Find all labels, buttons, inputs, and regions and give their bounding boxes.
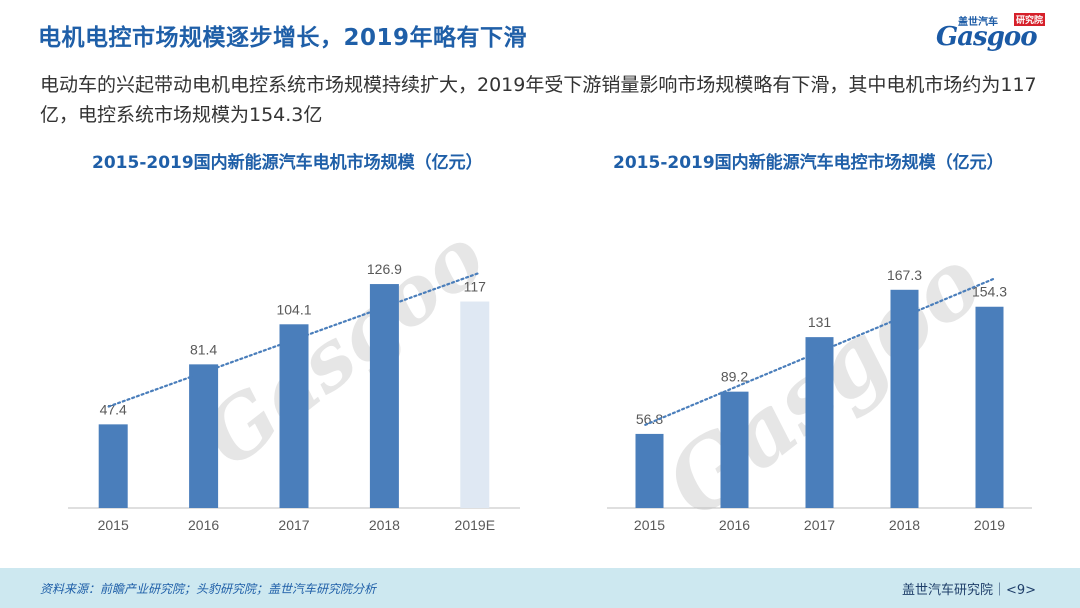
data-label-2016: 81.4	[190, 341, 217, 357]
bar-2016	[720, 391, 749, 508]
logo-cn-text: 盖世汽车	[958, 17, 998, 28]
bar-2015	[635, 433, 664, 508]
logo-brand: Gasgoo	[936, 22, 1038, 52]
data-label-2015: 47.4	[100, 401, 127, 417]
footer-bar: 资料来源：前瞻产业研究院；头豹研究院；盖世汽车研究院分析 盖世汽车研究院｜<9>	[0, 568, 1080, 608]
trendline	[107, 271, 481, 408]
bar-2018	[890, 289, 919, 508]
data-label-2017: 104.1	[276, 301, 311, 317]
x-tick-label-2017: 2017	[278, 517, 309, 533]
logo-tag: 研究院	[1014, 13, 1046, 26]
controller-chart-title: 2015-2019国内新能源汽车电控市场规模（亿元）	[613, 153, 1004, 173]
data-label-2018: 126.9	[367, 261, 402, 277]
trendline	[644, 277, 995, 426]
bar-2019E	[460, 301, 490, 508]
x-tick-label-2019E: 2019E	[455, 517, 495, 533]
data-label-2016: 89.2	[721, 369, 748, 385]
bar-2016	[189, 364, 219, 508]
bar-2017	[805, 337, 834, 508]
data-label-2015: 56.8	[636, 411, 663, 427]
x-tick-label-2017: 2017	[804, 517, 835, 533]
x-tick-label-2015: 2015	[98, 517, 129, 533]
x-tick-label-2016: 2016	[719, 517, 750, 533]
data-label-2017: 131	[808, 314, 832, 330]
bar-2017	[279, 324, 309, 508]
bar-2018	[369, 284, 399, 508]
footer-org: 盖世汽车研究院｜<9>	[901, 583, 1036, 598]
page-subtitle: 电动车的兴起带动电机电控系统市场规模持续扩大，2019年受下游销量影响市场规模略…	[40, 74, 1037, 126]
x-tick-label-2016: 2016	[188, 517, 219, 533]
footer-source: 资料来源：前瞻产业研究院；头豹研究院；盖世汽车研究院分析	[40, 582, 377, 596]
bar-2019	[975, 306, 1004, 508]
data-label-2019E: 117	[464, 279, 487, 295]
motor-chart-title: 2015-2019国内新能源汽车电机市场规模（亿元）	[92, 153, 483, 173]
page-title: 电机电控市场规模逐步增长，2019年略有下滑	[38, 25, 528, 51]
bar-2015	[98, 424, 128, 508]
x-tick-label-2018: 2018	[889, 517, 920, 533]
x-tick-label-2018: 2018	[369, 517, 400, 533]
x-tick-label-2019: 2019	[974, 517, 1005, 533]
gasgoo-logo: 盖世汽车 研究院 Gasgoo	[936, 13, 1048, 52]
x-tick-label-2015: 2015	[634, 517, 665, 533]
data-label-2018: 167.3	[887, 267, 922, 283]
data-label-2019: 154.3	[972, 284, 1007, 300]
